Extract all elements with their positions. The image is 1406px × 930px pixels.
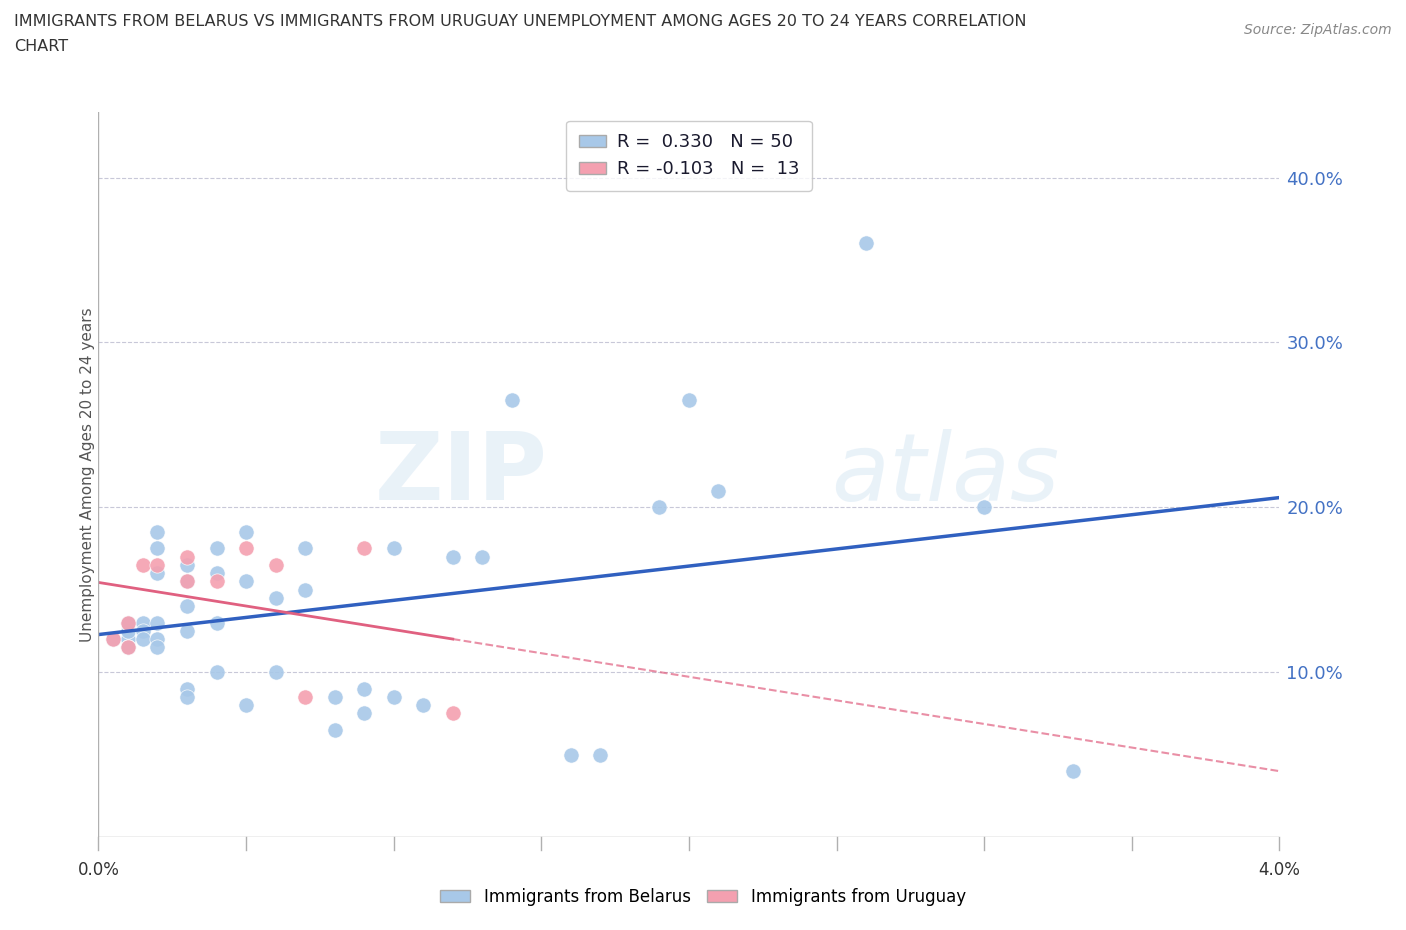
Point: [117, 640, 139, 655]
Text: 4.0%: 4.0%: [1258, 860, 1301, 879]
Point: [205, 616, 228, 631]
Point: [117, 616, 139, 631]
Point: [323, 689, 346, 704]
Point: [560, 747, 582, 762]
Text: CHART: CHART: [14, 39, 67, 54]
Point: [471, 550, 494, 565]
Point: [589, 747, 612, 762]
Point: [235, 525, 257, 539]
Point: [117, 631, 139, 646]
Point: [855, 236, 877, 251]
Point: [1062, 764, 1084, 778]
Point: [146, 558, 169, 573]
Point: [294, 689, 316, 704]
Point: [117, 616, 139, 631]
Point: [146, 565, 169, 580]
Point: [353, 541, 375, 556]
Point: [103, 631, 125, 646]
Point: [176, 550, 198, 565]
Point: [132, 623, 155, 638]
Legend: R =  0.330   N = 50, R = -0.103   N =  13: R = 0.330 N = 50, R = -0.103 N = 13: [567, 121, 811, 191]
Point: [264, 665, 287, 680]
Point: [353, 681, 375, 696]
Point: [264, 558, 287, 573]
Point: [441, 550, 464, 565]
Point: [353, 706, 375, 721]
Point: [678, 392, 700, 407]
Point: [103, 631, 125, 646]
Point: [441, 706, 464, 721]
Point: [146, 640, 169, 655]
Point: [294, 541, 316, 556]
Point: [412, 698, 434, 712]
Text: 0.0%: 0.0%: [77, 860, 120, 879]
Point: [146, 616, 169, 631]
Y-axis label: Unemployment Among Ages 20 to 24 years: Unemployment Among Ages 20 to 24 years: [80, 307, 94, 642]
Text: ZIP: ZIP: [374, 429, 547, 520]
Point: [294, 582, 316, 597]
Point: [132, 558, 155, 573]
Point: [264, 591, 287, 605]
Point: [176, 623, 198, 638]
Point: [176, 574, 198, 589]
Point: [205, 665, 228, 680]
Point: [648, 499, 671, 514]
Point: [501, 392, 523, 407]
Text: atlas: atlas: [831, 429, 1059, 520]
Point: [146, 541, 169, 556]
Point: [176, 689, 198, 704]
Point: [235, 698, 257, 712]
Point: [176, 574, 198, 589]
Legend: Immigrants from Belarus, Immigrants from Uruguay: Immigrants from Belarus, Immigrants from…: [433, 881, 973, 912]
Point: [132, 631, 155, 646]
Point: [235, 541, 257, 556]
Point: [146, 525, 169, 539]
Point: [707, 484, 730, 498]
Text: IMMIGRANTS FROM BELARUS VS IMMIGRANTS FROM URUGUAY UNEMPLOYMENT AMONG AGES 20 TO: IMMIGRANTS FROM BELARUS VS IMMIGRANTS FR…: [14, 14, 1026, 29]
Point: [323, 723, 346, 737]
Point: [205, 541, 228, 556]
Point: [117, 640, 139, 655]
Point: [132, 616, 155, 631]
Text: Source: ZipAtlas.com: Source: ZipAtlas.com: [1244, 23, 1392, 37]
Point: [382, 541, 405, 556]
Point: [973, 499, 995, 514]
Point: [117, 623, 139, 638]
Point: [205, 565, 228, 580]
Point: [117, 640, 139, 655]
Point: [146, 631, 169, 646]
Point: [176, 558, 198, 573]
Point: [235, 574, 257, 589]
Point: [205, 574, 228, 589]
Point: [382, 689, 405, 704]
Point: [176, 681, 198, 696]
Point: [176, 599, 198, 614]
